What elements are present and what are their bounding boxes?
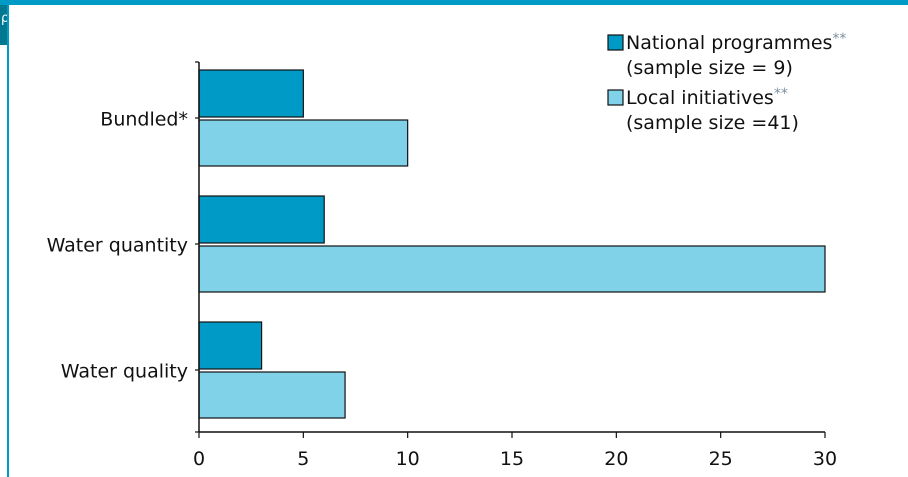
bar-local-initiatives-water-quantity — [198, 245, 826, 293]
legend-swatch-local-initiatives — [607, 89, 624, 106]
x-tick-label-20: 20 — [604, 448, 628, 470]
x-tick-label-25: 25 — [709, 448, 733, 470]
category-label-bundled: Bundled* — [100, 109, 188, 131]
bars-group — [198, 69, 826, 419]
axes-group: Bundled* Water quantity Water quality 0 5 10 1… — [47, 61, 837, 470]
legend-label-local-initiatives: Local initiatives** — [626, 86, 788, 109]
corner-glyph: ρ — [1, 11, 10, 26]
bar-local-initiatives-bundled — [198, 119, 409, 167]
corner-tab: ρ — [0, 5, 10, 45]
legend-note-local-initiatives: (sample size =41) — [626, 112, 799, 134]
x-tick-label-5: 5 — [297, 448, 309, 470]
category-label-water-quality: Water quality — [61, 361, 188, 383]
bar-national-programmes-bundled — [198, 69, 304, 118]
legend-label-national-programmes: National programmes** — [626, 31, 846, 54]
legend: National programmes** (sample size = 9) Lo… — [607, 31, 846, 134]
legend-swatch-national-programmes — [607, 34, 624, 51]
bar-local-initiatives-water-quality — [198, 371, 346, 419]
legend-note-national-programmes: (sample size = 9) — [626, 57, 793, 79]
bar-national-programmes-water-quantity — [198, 195, 325, 244]
x-tick-label-0: 0 — [193, 448, 205, 470]
x-tick-label-30: 30 — [813, 448, 837, 470]
side-frame-rule — [7, 5, 9, 477]
top-frame-rule — [0, 0, 908, 5]
category-label-water-quantity: Water quantity — [47, 235, 188, 257]
x-tick-label-10: 10 — [396, 448, 420, 470]
bar-national-programmes-water-quality — [198, 321, 263, 370]
x-tick-label-15: 15 — [500, 448, 524, 470]
